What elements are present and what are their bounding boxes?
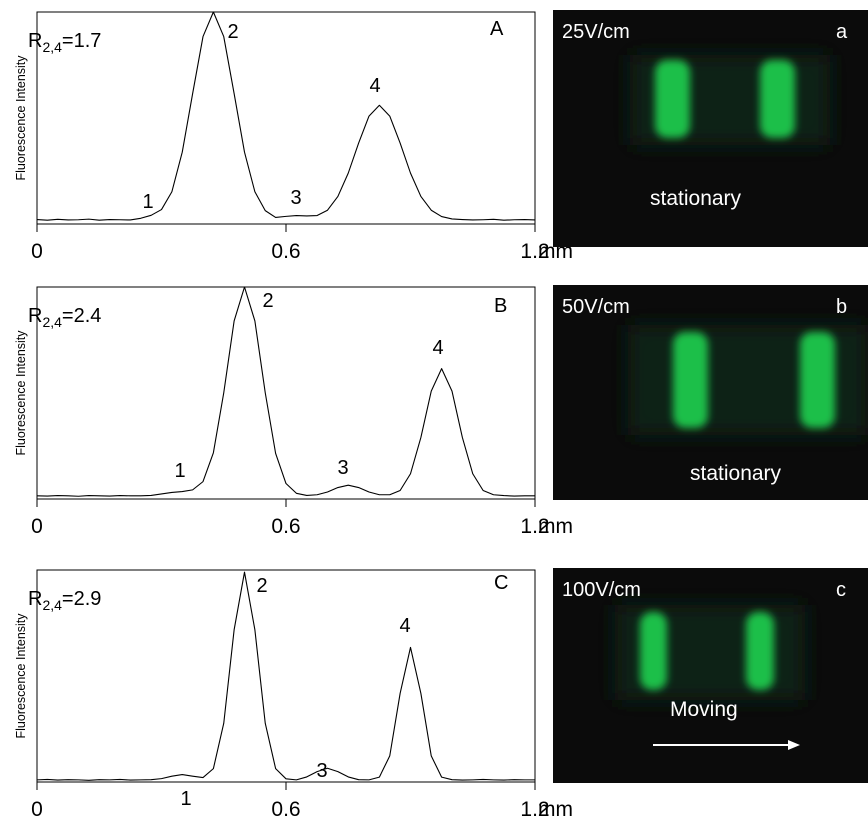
peak-label: 1 xyxy=(174,460,185,482)
photo-letter: b xyxy=(836,296,847,318)
fluorescent-band xyxy=(760,60,795,138)
fluorescent-band xyxy=(800,332,835,428)
photo-caption: stationary xyxy=(650,187,742,210)
plot-frame xyxy=(36,569,536,783)
resolution-label: R2,4=2.9 xyxy=(28,588,101,613)
y-axis-label: Fluorescence Intensity xyxy=(14,55,28,181)
x-tick-label: 0 xyxy=(31,798,43,821)
peak-label: 4 xyxy=(399,615,410,637)
x-tick-label: 1.2 xyxy=(520,240,549,263)
intensity-line xyxy=(36,11,536,221)
fluorescent-band xyxy=(673,332,708,428)
peak-label: 3 xyxy=(337,457,348,479)
resolution-symbol: R xyxy=(28,305,42,327)
x-tick-label: 0 xyxy=(31,515,43,538)
resolution-subscript: 2,4 xyxy=(42,314,62,330)
resolution-symbol: R xyxy=(28,588,42,610)
x-tick-label: 0.6 xyxy=(271,798,300,821)
photo-letter: c xyxy=(836,579,846,601)
resolution-label: R2,4=1.7 xyxy=(28,30,101,55)
panel-letter: A xyxy=(490,18,504,40)
peak-label: 4 xyxy=(369,75,380,97)
panel-letter: B xyxy=(494,295,507,317)
field-strength: 100V/cm xyxy=(562,579,641,601)
photo-letter: a xyxy=(836,21,848,43)
intensity-line xyxy=(36,286,535,497)
peak-label: 1 xyxy=(142,191,153,213)
x-tick-label: 0.6 xyxy=(271,515,300,538)
resolution-text: =2.4 xyxy=(62,305,101,327)
y-axis-label: Fluorescence Intensity xyxy=(14,330,28,456)
photo-caption: Moving xyxy=(670,698,738,721)
fluorescent-band xyxy=(640,612,667,690)
x-tick-label: 0.6 xyxy=(271,240,300,263)
fluorescent-band xyxy=(655,60,690,138)
x-tick-label: 1.2 xyxy=(520,515,549,538)
panel-letter: C xyxy=(494,572,508,594)
peak-label: 2 xyxy=(256,575,267,597)
resolution-subscript: 2,4 xyxy=(42,39,62,55)
fluorescent-band xyxy=(746,612,774,690)
y-axis-label: Fluorescence Intensity xyxy=(14,613,28,739)
field-strength: 25V/cm xyxy=(562,21,630,43)
peak-label: 3 xyxy=(290,187,301,209)
photo-caption: stationary xyxy=(690,462,782,485)
peak-label: 2 xyxy=(262,290,273,312)
resolution-text: =1.7 xyxy=(62,30,101,52)
x-axis-label: mm xyxy=(538,515,573,538)
resolution-symbol: R xyxy=(28,30,42,52)
peak-label: 3 xyxy=(316,760,327,782)
peak-label: 1 xyxy=(180,788,191,810)
peak-label: 2 xyxy=(227,21,238,43)
x-tick-label: 1.2 xyxy=(520,798,549,821)
peak-label: 4 xyxy=(432,337,443,359)
x-tick-label: 0 xyxy=(31,240,43,263)
plot-frame xyxy=(36,286,536,500)
x-axis-label: mm xyxy=(538,798,573,821)
plot-frame xyxy=(36,11,536,225)
motion-arrowhead xyxy=(788,740,800,750)
intensity-line xyxy=(36,571,535,781)
resolution-label: R2,4=2.4 xyxy=(28,305,101,330)
resolution-subscript: 2,4 xyxy=(42,597,62,613)
field-strength: 50V/cm xyxy=(562,296,630,318)
resolution-text: =2.9 xyxy=(62,588,101,610)
